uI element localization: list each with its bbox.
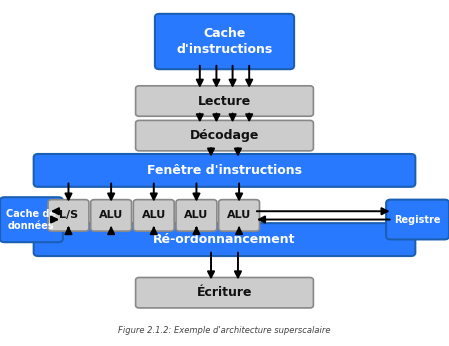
- Text: Ré-ordonnancement: Ré-ordonnancement: [153, 233, 296, 246]
- FancyBboxPatch shape: [48, 200, 89, 231]
- Text: Cache
d'instructions: Cache d'instructions: [176, 27, 273, 56]
- Text: Figure 2.1.2: Exemple d'architecture superscalaire: Figure 2.1.2: Exemple d'architecture sup…: [118, 326, 331, 335]
- Text: Écriture: Écriture: [197, 286, 252, 299]
- FancyBboxPatch shape: [136, 277, 313, 308]
- FancyBboxPatch shape: [0, 197, 63, 242]
- Text: ALU: ALU: [227, 210, 251, 220]
- FancyBboxPatch shape: [219, 200, 260, 231]
- FancyBboxPatch shape: [91, 200, 132, 231]
- Text: ALU: ALU: [141, 210, 166, 220]
- Text: Cache de
données: Cache de données: [6, 209, 57, 231]
- Text: Registre: Registre: [394, 215, 441, 225]
- Text: L/S: L/S: [59, 210, 78, 220]
- FancyBboxPatch shape: [176, 200, 217, 231]
- FancyBboxPatch shape: [34, 154, 415, 187]
- Text: ALU: ALU: [184, 210, 209, 220]
- FancyBboxPatch shape: [386, 200, 449, 239]
- FancyBboxPatch shape: [136, 120, 313, 151]
- FancyBboxPatch shape: [133, 200, 174, 231]
- FancyBboxPatch shape: [136, 86, 313, 116]
- Text: Fenêtre d'instructions: Fenêtre d'instructions: [147, 164, 302, 177]
- Text: Lecture: Lecture: [198, 94, 251, 108]
- Text: Décodage: Décodage: [190, 129, 259, 142]
- FancyBboxPatch shape: [155, 14, 294, 69]
- Text: ALU: ALU: [99, 210, 123, 220]
- FancyBboxPatch shape: [34, 223, 415, 256]
